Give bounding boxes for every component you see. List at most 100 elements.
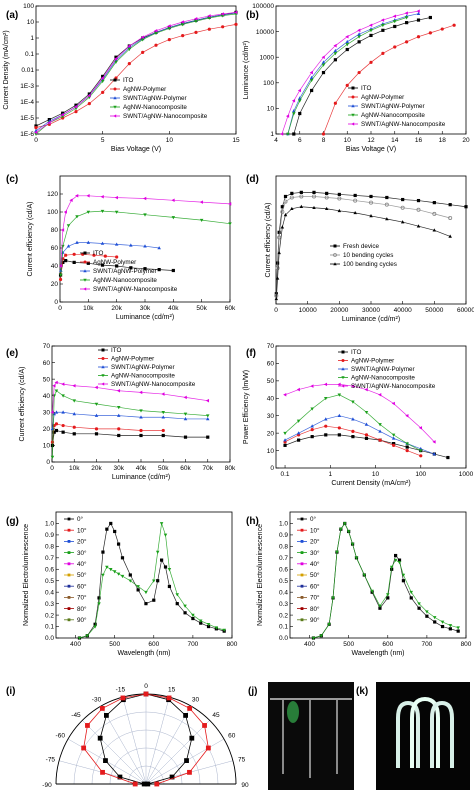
polar-angle-label: -90: [42, 782, 52, 789]
legend-label: 20°: [310, 538, 320, 546]
data-point: [394, 553, 398, 558]
x-axis-label: Luminance (cd/m²): [342, 316, 400, 323]
data-point: [364, 436, 369, 440]
data-point: [311, 636, 316, 640]
legend-label: AgNW-Nanocomposite: [351, 375, 415, 382]
polar-angle-label: 15: [168, 686, 176, 693]
data-point: [94, 402, 99, 406]
legend-label: 100 bending cycles: [343, 261, 397, 268]
y-tick-label: 0.6: [45, 566, 54, 573]
photo-k-electrode-1: [396, 700, 420, 768]
legend-marker: [67, 562, 71, 566]
data-point: [154, 31, 158, 36]
legend-label: 30°: [310, 549, 320, 557]
x-tick-label: 600: [382, 641, 393, 648]
data-point: [416, 198, 421, 203]
legend-label: AgNW-Nanocomposite: [361, 112, 425, 119]
polar-data-point: [104, 713, 109, 718]
data-point: [120, 556, 125, 560]
y-tick-label: 50: [43, 376, 51, 383]
photo-j-stripe-2: [309, 700, 311, 778]
data-point: [369, 33, 373, 38]
x-tick-label: 60k: [180, 465, 191, 472]
data-point: [310, 88, 314, 93]
y-tick-label: 50: [267, 378, 275, 385]
data-point: [353, 193, 357, 198]
chart-e: 0 10k 20k 30k 40k 50k 60k 70k 80k 0 10 20 30 40 50 60 70…: [19, 343, 236, 481]
legend-label: 50°: [310, 571, 320, 579]
y-tick-label: 0: [46, 459, 50, 466]
x-tick-label: 8: [322, 137, 326, 144]
y-tick-label: 30: [43, 409, 51, 416]
x-tick-label: 10: [372, 471, 380, 478]
legend-label: AgNW-Polymer: [361, 94, 404, 101]
data-point: [280, 132, 284, 136]
data-point: [191, 613, 195, 618]
data-point: [324, 397, 328, 401]
data-point: [381, 23, 385, 28]
data-point: [114, 55, 118, 59]
y-axis-label: Normalized Electroluminescence: [257, 524, 264, 626]
x-tick-label: 400: [70, 641, 81, 648]
data-point: [61, 423, 65, 428]
data-point: [180, 20, 184, 24]
panel-label-e: (e): [6, 348, 18, 359]
y-tick-label: 1: [270, 131, 274, 138]
data-point: [105, 565, 109, 569]
data-point: [392, 14, 397, 18]
legend-label: 90°: [310, 616, 320, 624]
data-point: [61, 394, 65, 398]
polar-angle-label: 60: [228, 733, 236, 740]
data-point: [199, 200, 203, 204]
legend-marker: [300, 607, 304, 610]
data-point: [117, 427, 121, 431]
data-point: [94, 432, 99, 436]
data-point: [72, 425, 76, 429]
data-point: [127, 47, 132, 52]
legend-label: 20°: [77, 538, 87, 546]
data-point: [66, 244, 71, 248]
data-point: [206, 624, 211, 629]
polar-angle-label: 0: [144, 683, 148, 690]
data-point: [139, 415, 143, 419]
y-axis-label: Current Density (mA/cm²): [3, 30, 10, 109]
y-tick-label: 0.4: [279, 589, 288, 596]
data-point: [234, 22, 238, 26]
data-point: [157, 246, 161, 250]
y-tick-label: 120: [47, 191, 58, 198]
y-tick-label: 80: [51, 227, 59, 234]
data-point: [357, 35, 361, 39]
legend-marker: [351, 122, 355, 126]
x-tick-label: 0: [58, 305, 62, 312]
data-point: [378, 606, 382, 610]
legend-marker: [67, 551, 71, 554]
panel-label-d: (d): [246, 174, 259, 185]
data-point: [419, 449, 423, 453]
y-tick-label: 1000: [260, 54, 275, 61]
legend-marker: [351, 86, 355, 90]
data-point: [283, 438, 287, 442]
data-point: [183, 416, 188, 421]
series-line: [35, 12, 237, 133]
data-point: [72, 432, 76, 436]
x-tick-label: 500: [109, 641, 120, 648]
data-point: [205, 416, 210, 421]
polar-data-point: [187, 705, 193, 711]
y-tick-label: 10000: [256, 29, 274, 36]
data-point: [94, 385, 98, 390]
data-point: [298, 111, 302, 116]
data-point: [205, 398, 210, 403]
data-point: [350, 542, 355, 546]
data-point: [351, 400, 355, 404]
data-point: [140, 35, 144, 39]
data-point: [228, 202, 232, 206]
x-tick-label: 4: [274, 137, 278, 144]
x-tick-label: 100: [415, 471, 426, 478]
x-axis-label: Current Density (mA/cm²): [331, 480, 410, 487]
legend-label: SWNT/AgNW-Polymer: [361, 103, 425, 110]
data-point: [152, 579, 156, 583]
data-point: [428, 31, 432, 35]
data-point: [60, 228, 65, 232]
data-point: [183, 604, 187, 608]
